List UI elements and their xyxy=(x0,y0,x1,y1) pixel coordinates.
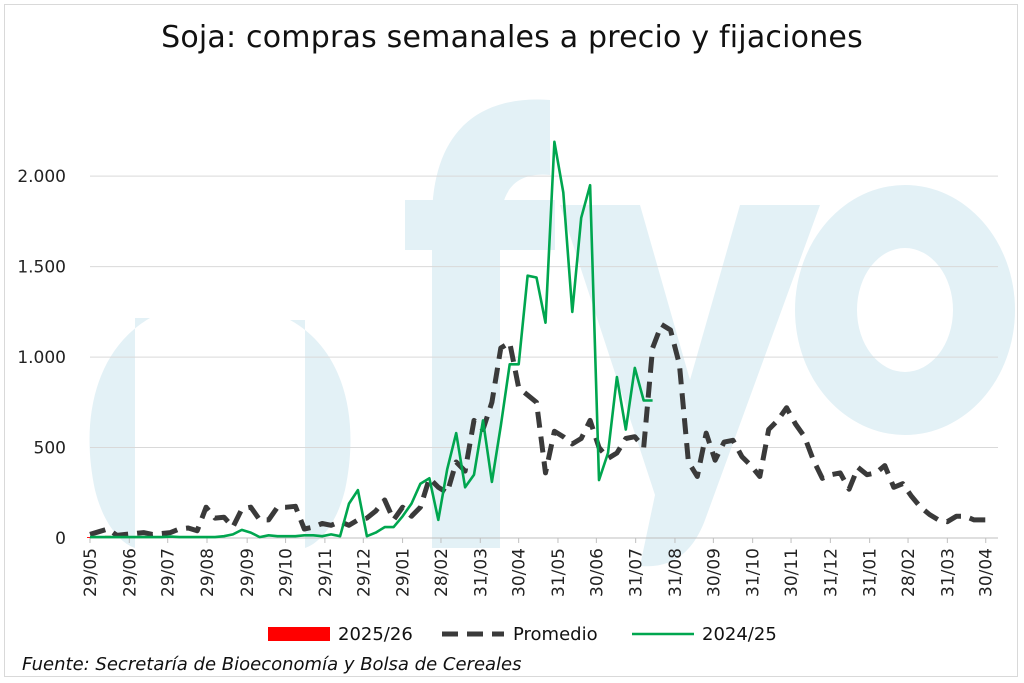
watermark-shape xyxy=(290,320,351,548)
x-axis-ticks: 29/05 29/06 29/07 29/08 29/09 29/10 29/11 29/12… xyxy=(81,538,997,597)
x-tick-label: 29/01 xyxy=(394,548,414,597)
watermark-logo xyxy=(89,99,1015,567)
x-tick-label: 30/06 xyxy=(587,548,607,597)
watermark-shape xyxy=(857,248,953,372)
watermark-shape xyxy=(560,205,820,567)
x-tick-label: 29/08 xyxy=(198,548,218,597)
grid-lines xyxy=(90,175,998,539)
legend-label-2025-26: 2025/26 xyxy=(338,624,413,645)
x-tick-label: 30/11 xyxy=(782,548,802,597)
line-promedio xyxy=(89,322,992,538)
x-tick-label: 28/02 xyxy=(432,548,452,597)
x-tick-label: 29/09 xyxy=(238,548,258,597)
x-tick-label: 30/04 xyxy=(977,548,997,597)
x-tick-label: 31/08 xyxy=(666,548,686,597)
y-tick-label: 0 xyxy=(55,529,66,549)
x-tick-label: 31/03 xyxy=(471,548,491,597)
y-tick-label: 1.500 xyxy=(17,258,66,278)
legend-swatch-2025-26 xyxy=(268,627,330,641)
legend: 2025/26 Promedio 2024/25 xyxy=(268,624,777,645)
y-axis-ticks: 0 500 1.000 1.500 2.000 xyxy=(17,167,66,549)
y-tick-label: 500 xyxy=(34,439,66,459)
y-tick-label: 2.000 xyxy=(17,167,66,187)
series-group xyxy=(87,140,992,539)
chart-title: Soja: compras semanales a precio y fijac… xyxy=(161,20,863,55)
x-tick-label: 28/02 xyxy=(899,548,919,597)
x-tick-label: 29/10 xyxy=(277,548,297,597)
source-note: Fuente: Secretaría de Bioeconomía y Bols… xyxy=(22,654,522,675)
x-tick-label: 29/05 xyxy=(81,548,101,597)
x-tick-label: 31/12 xyxy=(821,548,841,597)
x-tick-label: 31/03 xyxy=(938,548,958,597)
watermark-shape xyxy=(405,200,555,250)
watermark-shape xyxy=(89,318,150,548)
x-tick-label: 30/09 xyxy=(704,548,724,597)
legend-label-2024-25: 2024/25 xyxy=(702,624,777,645)
x-tick-label: 31/05 xyxy=(549,548,569,597)
x-tick-label: 31/01 xyxy=(861,548,881,597)
x-tick-label: 29/12 xyxy=(354,548,374,597)
y-tick-label: 1.000 xyxy=(17,348,66,368)
legend-label-promedio: Promedio xyxy=(513,624,598,645)
x-tick-label: 29/07 xyxy=(159,548,179,597)
x-tick-label: 31/10 xyxy=(744,548,764,597)
x-tick-label: 29/06 xyxy=(120,548,140,597)
line-2024-25 xyxy=(90,140,653,539)
x-tick-label: 31/07 xyxy=(627,548,647,597)
x-tick-label: 30/04 xyxy=(510,548,530,597)
x-tick-label: 29/11 xyxy=(316,548,336,597)
